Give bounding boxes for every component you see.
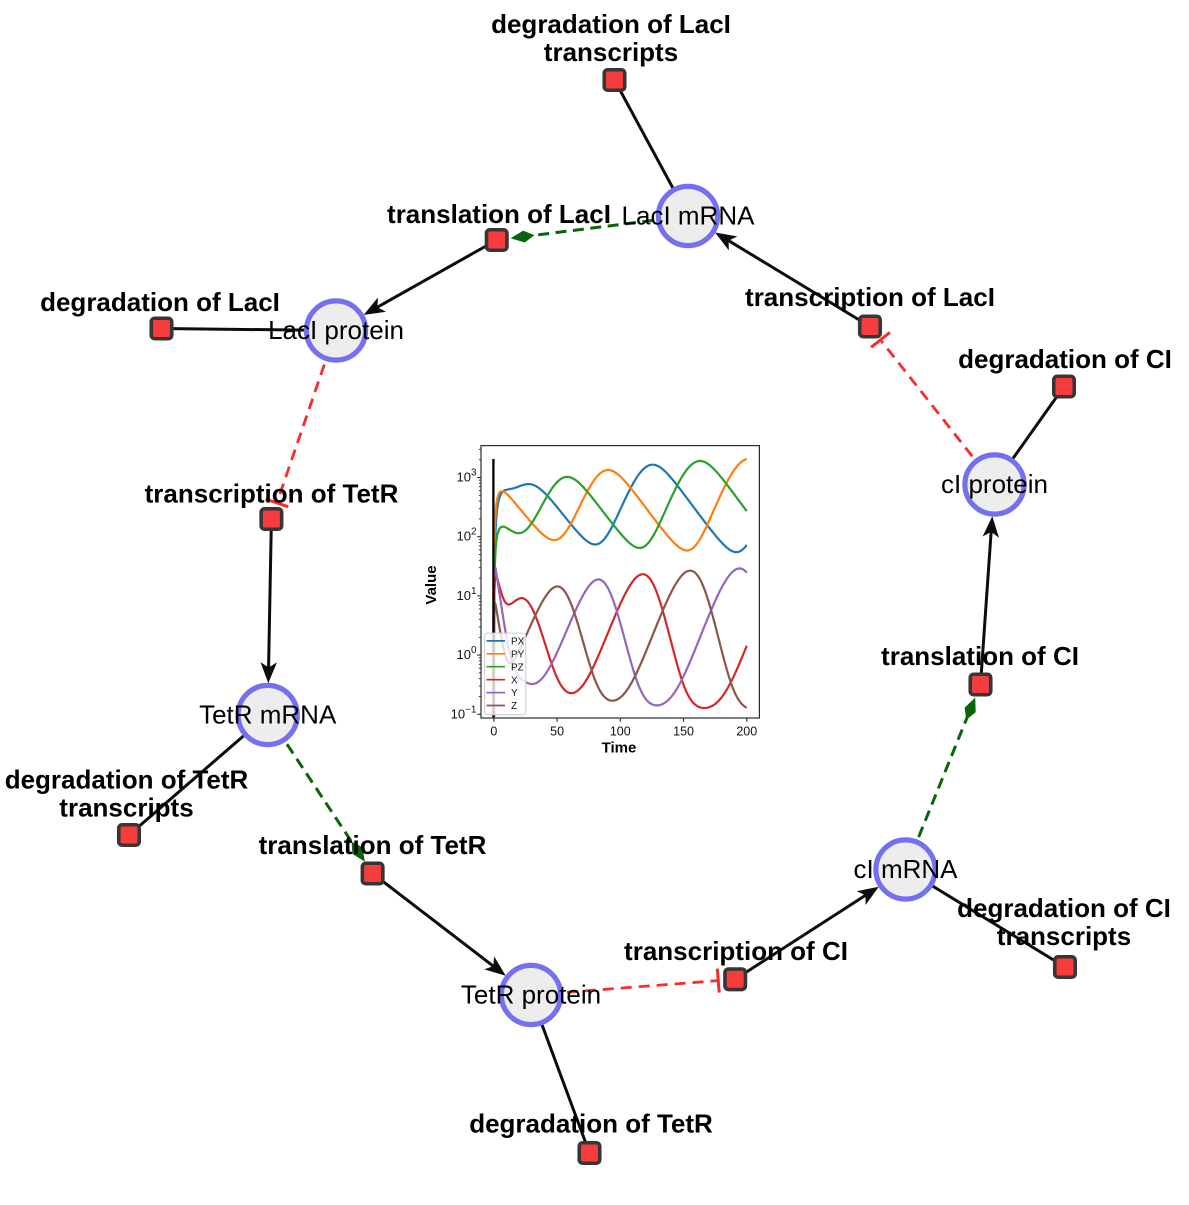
svg-text:150: 150 xyxy=(673,725,694,739)
svg-text:X: X xyxy=(511,675,518,686)
svg-text:degradation of LacI: degradation of LacI xyxy=(40,287,280,317)
svg-text:200: 200 xyxy=(736,725,757,739)
svg-text:PY: PY xyxy=(511,649,525,660)
svg-text:TetR protein: TetR protein xyxy=(461,980,601,1010)
svg-text:LacI protein: LacI protein xyxy=(268,315,404,345)
svg-text:transcription of LacI: transcription of LacI xyxy=(745,282,995,312)
svg-text:transcripts: transcripts xyxy=(59,793,193,823)
svg-text:Z: Z xyxy=(511,701,517,712)
svg-text:PZ: PZ xyxy=(511,662,524,673)
svg-text:50: 50 xyxy=(550,725,564,739)
svg-text:Y: Y xyxy=(511,688,518,699)
svg-text:PX: PX xyxy=(511,637,525,648)
svg-text:TetR mRNA: TetR mRNA xyxy=(199,700,337,730)
svg-text:translation of TetR: translation of TetR xyxy=(259,830,487,860)
svg-text:Time: Time xyxy=(602,740,637,757)
svg-text:LacI mRNA: LacI mRNA xyxy=(622,201,756,231)
svg-text:100: 100 xyxy=(610,725,631,739)
svg-text:cI protein: cI protein xyxy=(941,469,1048,499)
svg-text:degradation of CI: degradation of CI xyxy=(957,893,1171,923)
svg-text:transcription of TetR: transcription of TetR xyxy=(145,479,399,509)
svg-text:degradation of CI: degradation of CI xyxy=(958,344,1172,374)
svg-text:transcripts: transcripts xyxy=(997,921,1131,951)
svg-text:translation of CI: translation of CI xyxy=(881,641,1079,671)
svg-text:degradation of LacI: degradation of LacI xyxy=(491,9,731,39)
svg-text:degradation of TetR: degradation of TetR xyxy=(469,1108,713,1138)
svg-text:cI mRNA: cI mRNA xyxy=(854,854,959,884)
svg-text:degradation of TetR: degradation of TetR xyxy=(5,765,249,795)
svg-text:transcription of CI: transcription of CI xyxy=(624,936,848,966)
svg-text:transcripts: transcripts xyxy=(544,37,678,67)
svg-text:Value: Value xyxy=(423,565,440,604)
svg-text:0: 0 xyxy=(490,725,497,739)
svg-text:translation of LacI: translation of LacI xyxy=(387,199,611,229)
